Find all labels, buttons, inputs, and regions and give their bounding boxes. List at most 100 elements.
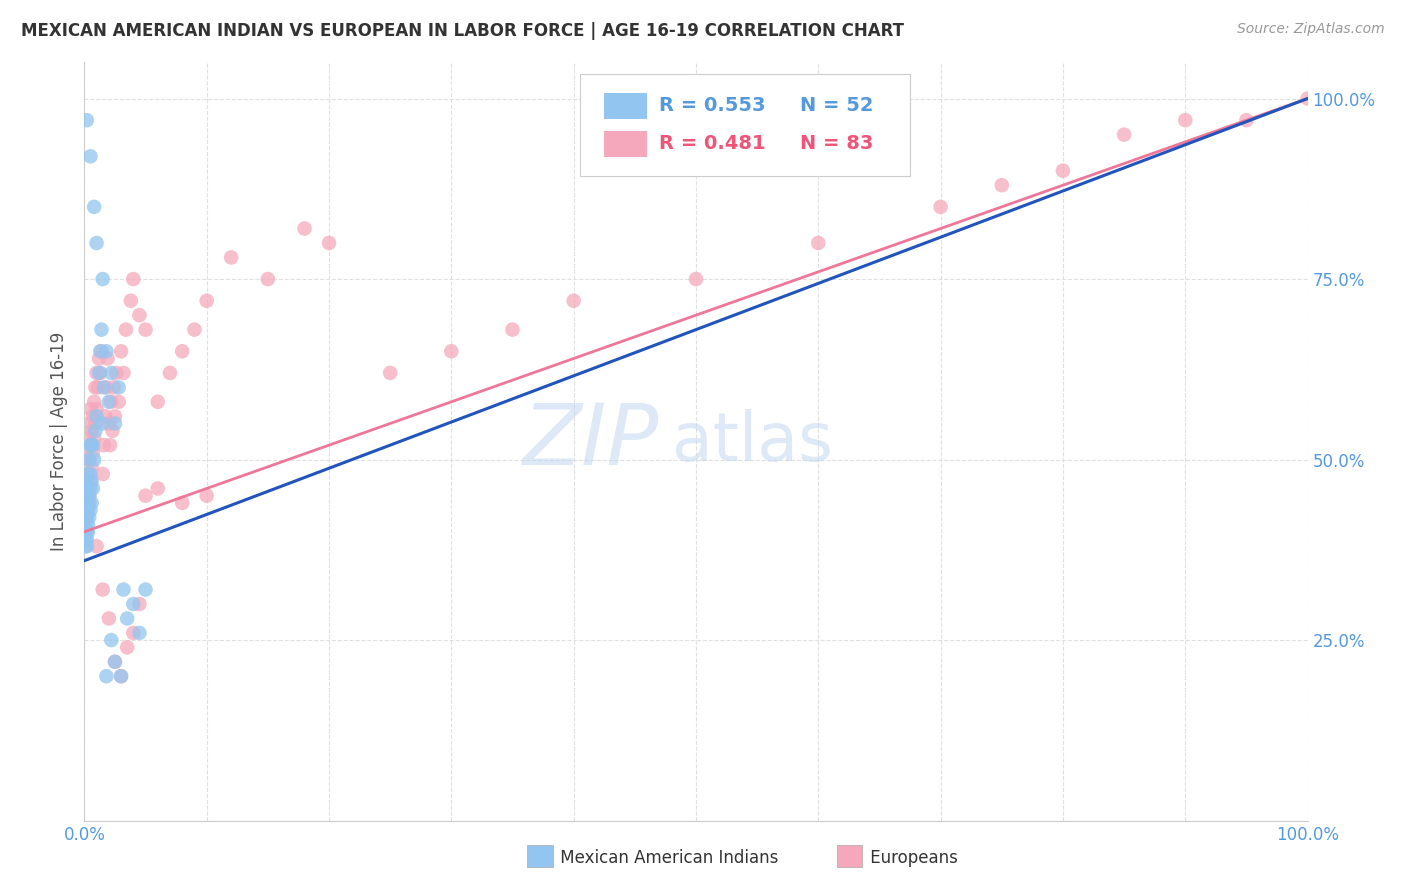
Point: [76, 503, 98, 517]
Bar: [527, 845, 553, 867]
Point: [77, 503, 100, 517]
Point: [83, 394, 105, 409]
Text: MEXICAN AMERICAN INDIAN VS EUROPEAN IN LABOR FORCE | AGE 16-19 CORRELATION CHART: MEXICAN AMERICAN INDIAN VS EUROPEAN IN L…: [21, 22, 904, 40]
Point: [79, 402, 101, 417]
Point: [87, 351, 110, 366]
Point: [104, 417, 127, 431]
Text: R = 0.481: R = 0.481: [659, 134, 766, 153]
Point: [79, 438, 101, 452]
Point: [80, 424, 103, 438]
Text: N = 83: N = 83: [800, 134, 873, 153]
Point: [219, 251, 242, 265]
Point: [76, 496, 98, 510]
Point: [100, 633, 122, 648]
Point: [257, 272, 280, 286]
Point: [807, 235, 830, 250]
Point: [1236, 113, 1258, 128]
Text: N = 52: N = 52: [800, 96, 873, 115]
Point: [77, 431, 100, 445]
Point: [685, 272, 707, 286]
Text: R = 0.553: R = 0.553: [659, 96, 766, 115]
Point: [96, 344, 118, 359]
Point: [82, 445, 104, 459]
Point: [77, 510, 100, 524]
Point: [128, 308, 150, 322]
Point: [84, 380, 107, 394]
Point: [76, 475, 98, 489]
Point: [75, 496, 97, 510]
Point: [75, 482, 97, 496]
Point: [562, 293, 585, 308]
Point: [77, 489, 100, 503]
Point: [135, 582, 157, 597]
Bar: [837, 845, 862, 867]
Point: [86, 402, 108, 417]
Point: [89, 344, 111, 359]
Point: [1052, 163, 1074, 178]
Point: [120, 293, 142, 308]
Point: [79, 503, 101, 517]
Point: [77, 517, 100, 532]
Point: [128, 597, 150, 611]
Point: [183, 323, 205, 337]
Point: [86, 235, 108, 250]
Point: [80, 475, 103, 489]
Point: [75, 510, 97, 524]
Point: [84, 424, 107, 438]
Point: [75, 532, 97, 546]
Point: [1114, 128, 1136, 142]
Point: [76, 445, 98, 459]
Point: [91, 467, 114, 481]
Point: [90, 344, 112, 359]
Point: [440, 344, 463, 359]
Point: [110, 669, 132, 683]
Point: [83, 452, 105, 467]
Bar: [605, 130, 647, 157]
Point: [77, 489, 100, 503]
Point: [87, 366, 110, 380]
Point: [86, 409, 108, 424]
Point: [77, 524, 100, 539]
Point: [122, 626, 145, 640]
Point: [97, 351, 120, 366]
Point: [77, 467, 100, 481]
Point: [991, 178, 1014, 193]
Point: [146, 394, 169, 409]
Point: [76, 482, 98, 496]
Point: [76, 510, 98, 524]
Point: [82, 438, 104, 452]
Point: [90, 323, 112, 337]
Text: Europeans: Europeans: [844, 849, 957, 867]
Point: [82, 409, 104, 424]
Point: [76, 532, 98, 546]
Point: [110, 344, 132, 359]
Text: ZIP: ZIP: [523, 400, 659, 483]
Point: [96, 380, 118, 394]
Point: [929, 200, 952, 214]
Point: [172, 496, 194, 510]
Point: [75, 539, 97, 553]
Point: [195, 293, 218, 308]
Point: [103, 380, 125, 394]
Point: [195, 489, 218, 503]
FancyBboxPatch shape: [579, 74, 910, 177]
Point: [80, 438, 103, 452]
Point: [91, 272, 114, 286]
Point: [76, 489, 98, 503]
Point: [86, 366, 108, 380]
Point: [122, 597, 145, 611]
Point: [101, 424, 124, 438]
Point: [172, 344, 194, 359]
Point: [77, 417, 100, 431]
Point: [98, 438, 121, 452]
Point: [91, 582, 114, 597]
Point: [89, 366, 111, 380]
Point: [107, 380, 129, 394]
Point: [76, 475, 98, 489]
Point: [122, 272, 145, 286]
Point: [77, 482, 100, 496]
Text: Source: ZipAtlas.com: Source: ZipAtlas.com: [1237, 22, 1385, 37]
Point: [318, 235, 340, 250]
Point: [83, 200, 105, 214]
Point: [97, 611, 120, 625]
